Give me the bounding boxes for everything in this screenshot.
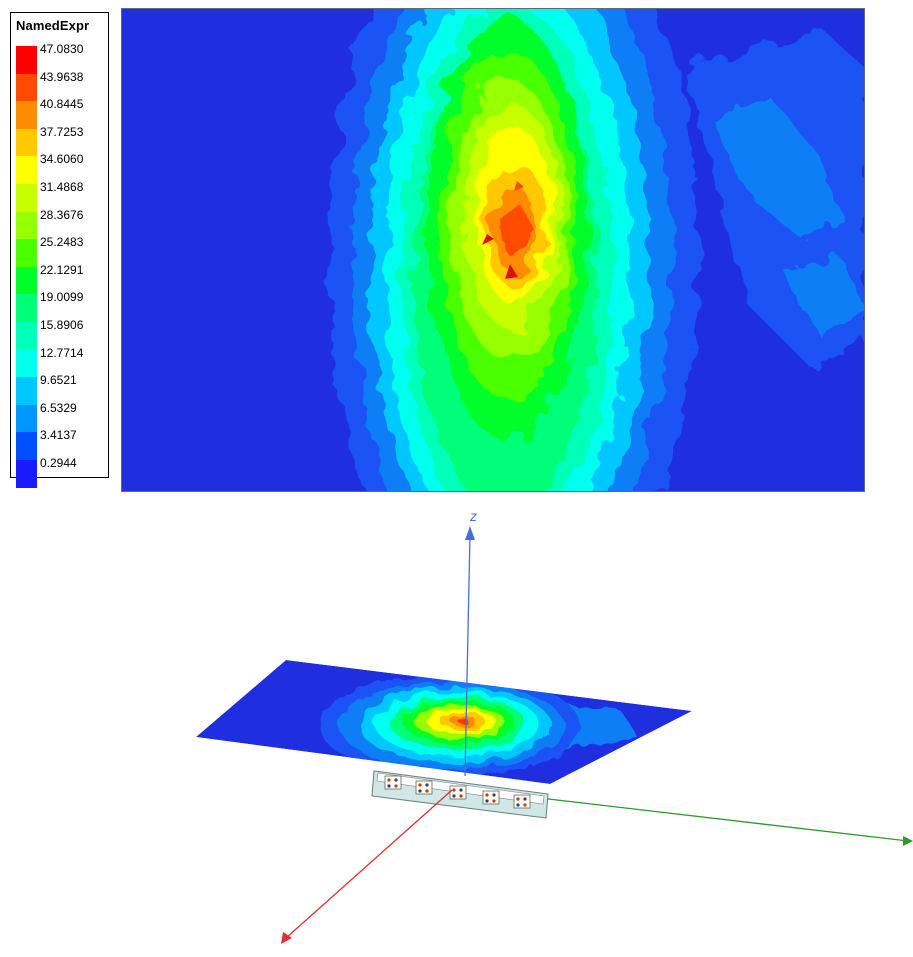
3d-field-plane [196, 660, 692, 784]
legend-value: 6.5329 [40, 400, 77, 415]
legend-swatch [16, 73, 37, 102]
board-chip [384, 775, 402, 790]
legend-swatch [16, 404, 37, 433]
legend-swatch [16, 266, 37, 295]
legend-value: 0.2944 [40, 456, 77, 470]
contour-bands [329, 9, 699, 491]
legend-title: NamedExpr [16, 18, 90, 33]
legend-value: 22.1291 [40, 262, 84, 277]
legend-swatch [16, 156, 37, 185]
legend-swatch [16, 349, 37, 378]
legend-value: 40.8445 [40, 97, 84, 112]
legend-value: 3.4137 [40, 428, 77, 443]
y-axis-line [539, 797, 909, 842]
contour-svg [122, 9, 864, 491]
legend-swatch [16, 101, 37, 130]
chip-pin [418, 789, 422, 793]
chip-pin [394, 784, 398, 788]
chip-pin [452, 788, 456, 792]
legend-swatch [16, 184, 37, 213]
chip-pin [425, 789, 429, 793]
3d-svg [196, 526, 913, 944]
board-chip [449, 785, 467, 800]
legend-swatch [16, 460, 37, 489]
legend-value: 31.4868 [40, 180, 84, 194]
chip-pin [516, 797, 520, 801]
z-axis-line [464, 533, 471, 777]
legend-swatch [16, 211, 37, 240]
chip-pin [523, 797, 527, 801]
z-axis-arrow [465, 526, 475, 540]
chip-pin [452, 794, 456, 798]
legend-value: 28.3676 [40, 207, 84, 222]
3d-view[interactable]: z [0, 500, 913, 952]
legend-value: 19.0099 [40, 290, 84, 305]
x-axis-arrow [281, 932, 292, 944]
board-chip [415, 780, 433, 795]
legend-value: 34.6060 [40, 152, 84, 167]
color-legend: NamedExpr 47.0830 43.9638 40.8445 37.7253 34… [10, 12, 109, 489]
chip-pin [492, 799, 496, 803]
field-contour-plot[interactable] [121, 8, 865, 492]
legend-swatch [16, 432, 37, 461]
chip-pin [425, 783, 429, 787]
legend-swatch [16, 377, 37, 406]
board-chip [482, 790, 500, 805]
legend-value: 9.6521 [40, 373, 77, 388]
legend-value: 37.7253 [40, 124, 84, 139]
contour-right-patches [682, 29, 864, 369]
legend-value: 15.8906 [40, 318, 84, 332]
chip-pin [516, 803, 520, 807]
x-axis-line [285, 789, 453, 939]
legend-swatch [16, 239, 37, 268]
legend-value: 47.0830 [40, 42, 84, 56]
chip-pin [459, 794, 463, 798]
chip-pin [387, 778, 391, 782]
chip-pin [459, 788, 463, 792]
legend-swatch [16, 128, 37, 157]
legend-value: 43.9638 [40, 69, 84, 84]
chip-pin [418, 783, 422, 787]
legend-value: 25.2483 [40, 235, 84, 250]
chip-pin [523, 803, 527, 807]
legend-swatch [16, 322, 37, 351]
chip-pin [394, 778, 398, 782]
legend-value: 12.7714 [40, 345, 84, 360]
contour-peak-speckles [482, 181, 534, 279]
legend-swatch [16, 294, 37, 323]
chip-pin [492, 793, 496, 797]
chip-pin [485, 793, 489, 797]
legend-swatch [16, 46, 37, 75]
chip-pin [485, 799, 489, 803]
z-axis-label: z [470, 508, 477, 524]
y-axis-arrow [903, 836, 913, 846]
chip-pin [387, 784, 391, 788]
board-chip [513, 794, 531, 809]
device-board [371, 770, 549, 819]
